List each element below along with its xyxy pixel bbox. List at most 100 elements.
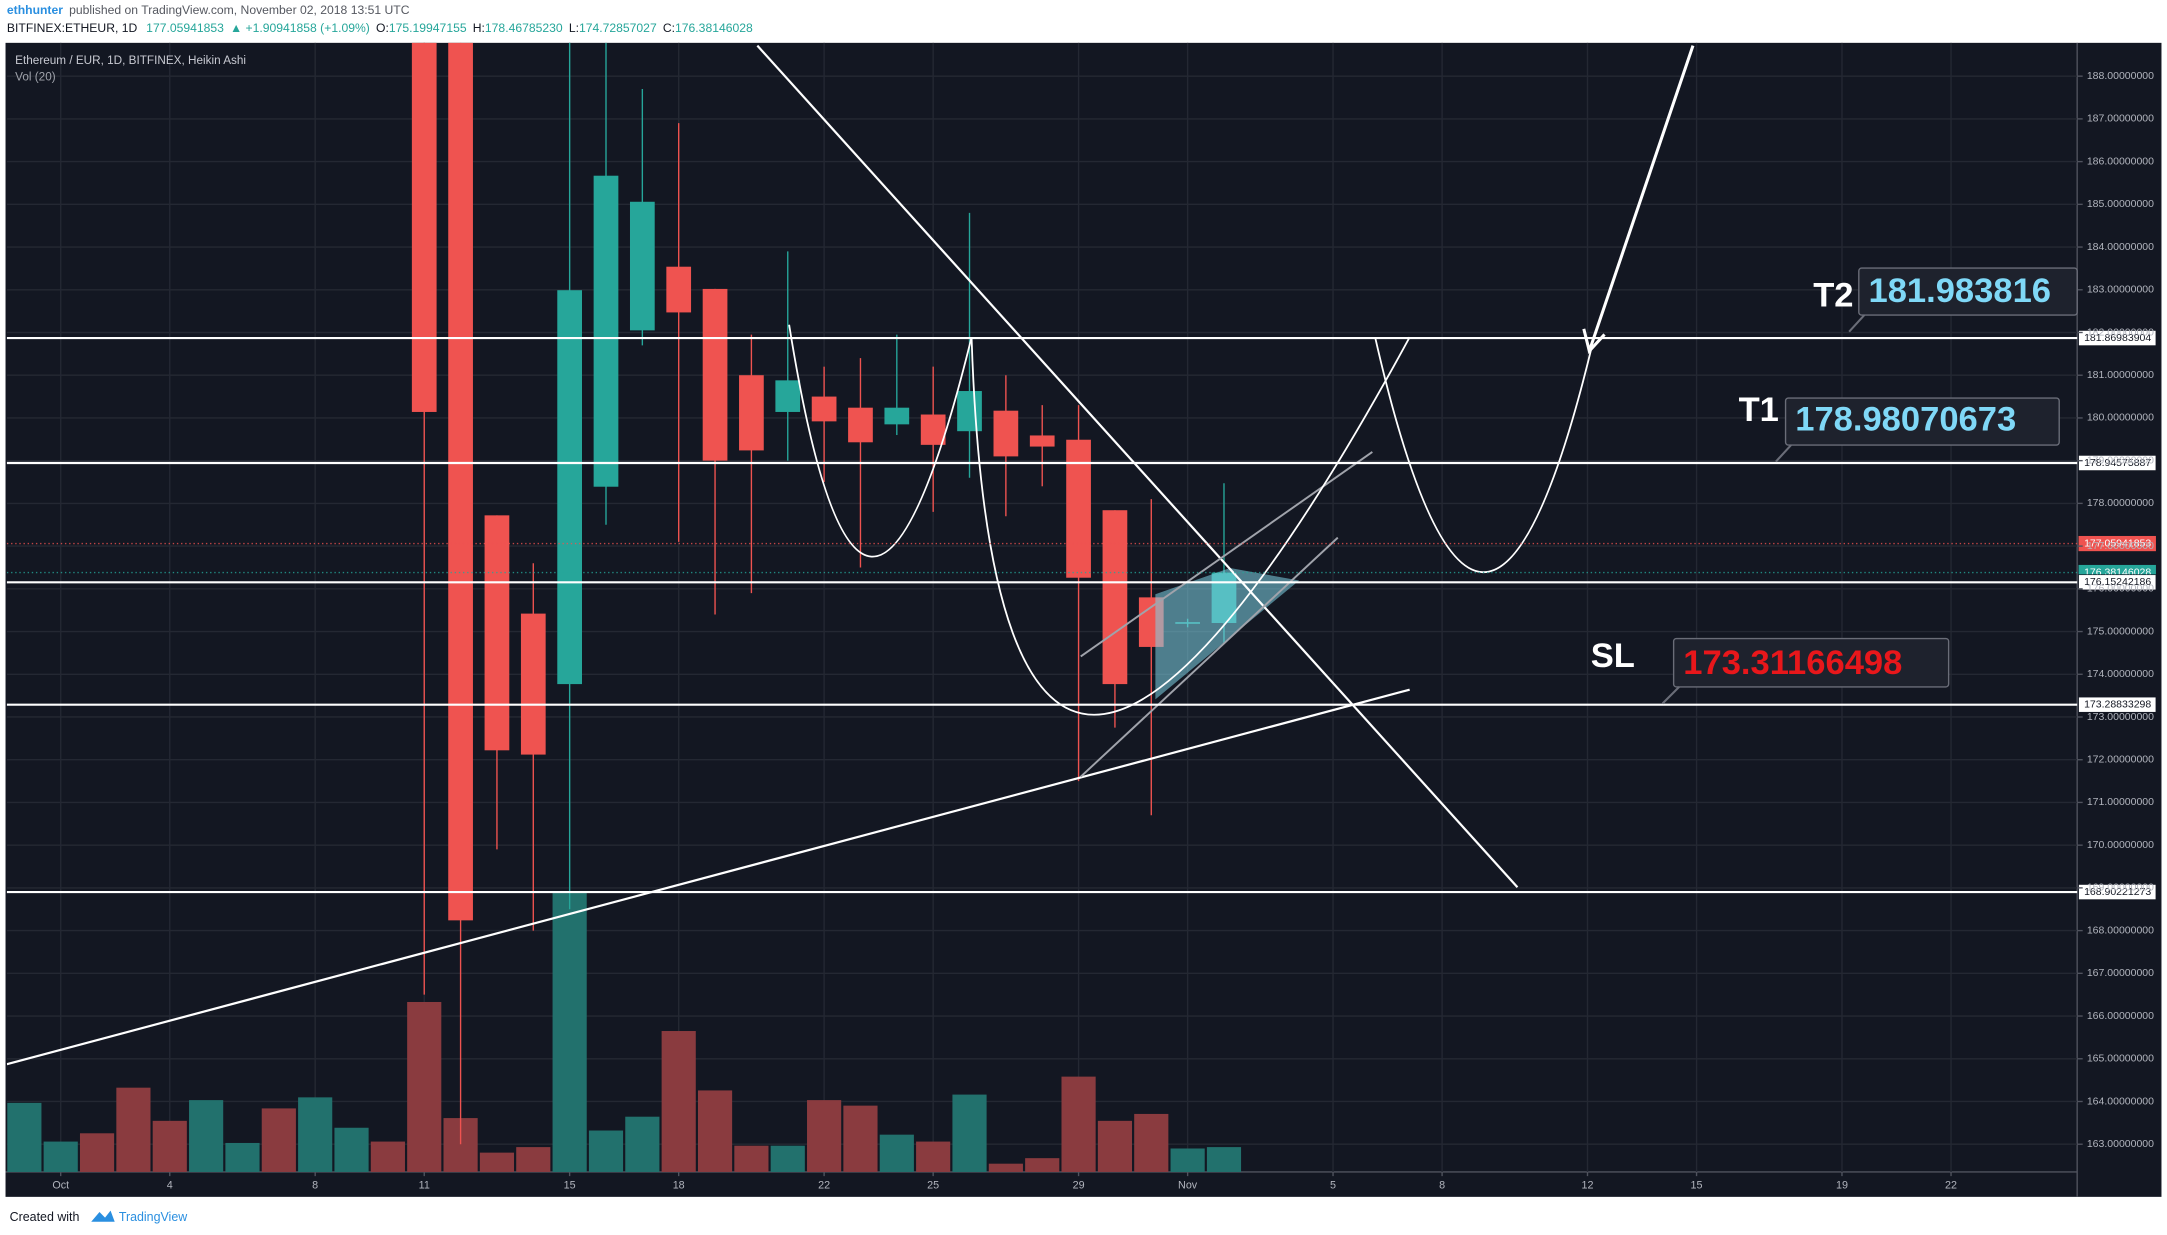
y-tick-label: 173.00000000	[2087, 711, 2154, 723]
y-tick-label: 188.00000000	[2087, 70, 2154, 82]
volume-bar	[552, 891, 587, 1172]
y-tick-label: 165.00000000	[2087, 1053, 2154, 1065]
volume-bar	[1170, 1148, 1205, 1172]
candle-body	[1029, 435, 1055, 447]
footer-text: Created with	[10, 1210, 80, 1224]
y-tick-label: 168.00000000	[2087, 924, 2154, 936]
level-flag-label: 173.28833298	[2084, 698, 2151, 710]
pennant-fill	[1155, 568, 1300, 700]
volume-bar	[916, 1141, 951, 1172]
volume-bar	[843, 1105, 878, 1172]
header-line: ethhunter published on TradingView.com, …	[7, 3, 410, 17]
x-tick-label: 11	[419, 1180, 430, 1192]
y-tick-label: 176.00000000	[2087, 583, 2154, 595]
y-tick-label: 187.00000000	[2087, 113, 2154, 125]
candle-body	[411, 42, 437, 412]
x-tick-label: 15	[564, 1180, 576, 1192]
volume-bar	[1025, 1158, 1060, 1172]
volume-bar	[298, 1097, 333, 1172]
ohlc-label: O:	[376, 21, 389, 35]
annotation-box	[1784, 397, 2060, 446]
y-tick-label: 174.00000000	[2087, 668, 2154, 680]
volume-bar	[1206, 1147, 1242, 1172]
volume-bar	[807, 1100, 842, 1172]
x-tick-label: 8	[312, 1180, 318, 1192]
candle-body	[920, 414, 946, 445]
y-tick-label: 177.00000000	[2087, 540, 2154, 552]
y-tick-label: 183.00000000	[2087, 284, 2154, 296]
volume-bar	[516, 1147, 551, 1172]
cup-curve	[788, 324, 973, 558]
volume-bar	[370, 1141, 405, 1172]
volume	[7, 891, 1242, 1172]
ascending-trendline	[6, 688, 1410, 1066]
annotation-text: 173.31166498	[1683, 644, 1902, 682]
series-legend: Ethereum / EUR, 1D, BITFINEX, Heikin Ash…	[15, 54, 246, 67]
level-flag	[2078, 884, 2157, 901]
candle-body	[957, 391, 982, 432]
x-tick-label: 22	[818, 1180, 830, 1192]
candle-body	[484, 515, 510, 751]
annotation-label: SL	[1591, 637, 1635, 675]
candle-body	[884, 407, 910, 425]
x-tick-label: 29	[1073, 1180, 1085, 1192]
x-tick-label: 8	[1439, 1180, 1445, 1192]
level-flag-label: 181.86983904	[2084, 332, 2151, 344]
level-flag-label: 178.94575887	[2084, 457, 2151, 469]
brand-link[interactable]: TradingView	[119, 1210, 187, 1224]
candle-body	[593, 175, 619, 487]
annotation-box	[1672, 637, 1950, 688]
candle-body	[666, 266, 692, 313]
target-arrow	[1587, 45, 1695, 352]
candle-body	[448, 42, 473, 921]
level-flag-label: 168.90221273	[2084, 886, 2151, 898]
volume-bar	[7, 1102, 42, 1172]
level-flag	[2078, 455, 2157, 471]
x-tick-label: 15	[1691, 1180, 1703, 1192]
volume-bar	[1061, 1076, 1096, 1172]
change: ▲ +1.90941858 (+1.09%)	[230, 21, 370, 35]
x-tick-label: 18	[673, 1180, 685, 1192]
ohlc-value: 175.19947155	[389, 21, 467, 35]
annotation-pointer	[1661, 686, 1680, 705]
candle-body	[1066, 439, 1091, 578]
y-tick-label: 184.00000000	[2087, 241, 2154, 253]
annotation-text: 178.98070673	[1795, 401, 2016, 439]
x-tick-label: 5	[1330, 1180, 1336, 1192]
y-tick-label: 170.00000000	[2087, 839, 2154, 851]
volume-bar	[261, 1108, 296, 1172]
level-flag	[2078, 696, 2157, 713]
y-tick-label: 166.00000000	[2087, 1010, 2154, 1022]
cup-curve	[970, 336, 1411, 716]
published: published on TradingView.com, November 0…	[69, 3, 410, 17]
annotation-pointer	[1848, 314, 1866, 333]
volume-bar	[952, 1094, 987, 1172]
volume-bar	[334, 1127, 369, 1172]
ohlc-value: 176.38146028	[675, 21, 753, 35]
ohlc-label: C:	[663, 21, 675, 35]
volume-bar	[225, 1142, 260, 1172]
symbol: BITFINEX:ETHEUR, 1D	[7, 21, 138, 35]
candle-body	[520, 613, 546, 755]
level-flag-label: 176.15242186	[2084, 576, 2151, 588]
volume-bar	[189, 1100, 224, 1172]
axes: 163.00000000 164.00000000 165.00000000 166.…	[52, 70, 2154, 1192]
chart-background	[5, 42, 2162, 1197]
volume-legend: Vol (20)	[15, 70, 56, 83]
x-tick-label: 19	[1836, 1180, 1848, 1192]
ohlc-label: L:	[569, 21, 579, 35]
levels: 176.38146028177.05941853181.86983904178.…	[6, 330, 2157, 901]
brand-logo[interactable]	[91, 1210, 115, 1222]
y-tick-label: 186.00000000	[2087, 155, 2154, 167]
annotation-box	[1858, 267, 2078, 316]
volume-bar	[588, 1130, 624, 1172]
volume-bar	[407, 1001, 442, 1172]
volume-bar	[479, 1152, 515, 1172]
volume-bar	[79, 1133, 115, 1172]
cup-curve	[1374, 337, 1593, 573]
level-flag	[2078, 330, 2157, 347]
volume-bar	[152, 1120, 187, 1172]
candle-body	[1102, 510, 1128, 685]
candle-body	[993, 410, 1019, 457]
drawings	[6, 44, 1695, 1066]
